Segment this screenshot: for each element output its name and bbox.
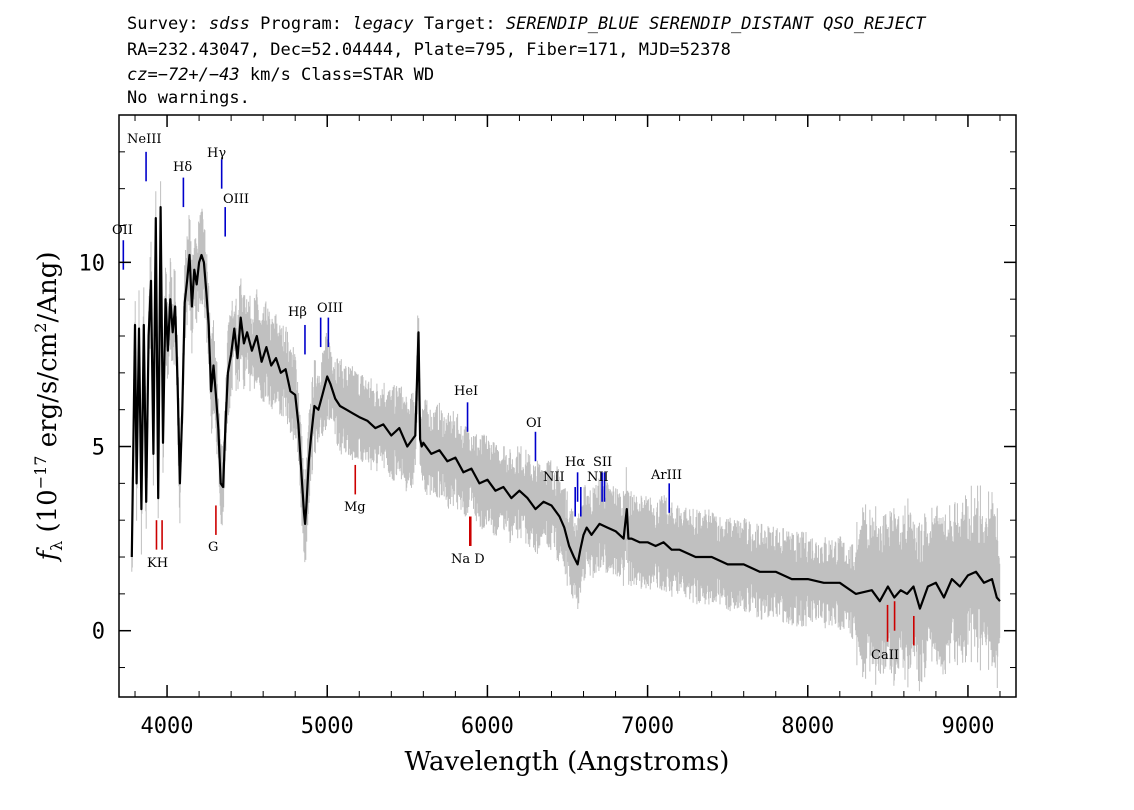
cz-unit-class: km/s Class=STAR WD	[249, 65, 435, 85]
y-axis-label-close: /Ang)	[33, 251, 63, 322]
label-nii-right: NII	[587, 470, 609, 485]
label-g: G	[208, 540, 218, 555]
y-axis-label-open: (10	[33, 489, 63, 541]
survey-value: sdss	[208, 14, 250, 34]
flux-error-strokes	[131, 181, 1001, 692]
label-hdelta: Hδ	[173, 160, 192, 175]
label-hei: HeI	[454, 384, 478, 399]
label-sii: SII	[593, 455, 612, 470]
y-tick-label: 0	[92, 620, 105, 645]
y-axis-label-mid: erg/s/cm	[33, 333, 63, 456]
cz-label: cz=	[127, 65, 158, 85]
y-axis-label: fλ (10−17 erg/s/cm2/Ang)	[31, 251, 66, 562]
label-na-d: Na D	[451, 552, 485, 567]
smoothed-flux-line	[130, 206, 1001, 610]
cz-value: −72+/−43	[157, 65, 240, 85]
y-tick-label: 10	[79, 251, 106, 276]
axis-ticks	[119, 115, 1016, 697]
label-oiii-5007: OIII	[317, 301, 343, 316]
label-ariii: ArIII	[650, 468, 682, 483]
label-kh: KH	[147, 556, 168, 571]
program-label: Program:	[260, 14, 342, 34]
axis-tick-labels: 4000 5000 6000 7000 8000 9000 0 5 10	[79, 251, 995, 739]
target-label: Target:	[423, 14, 496, 34]
y-tick-label: 5	[92, 436, 105, 461]
label-hgamma: Hγ	[207, 146, 226, 161]
x-tick-label: 9000	[941, 714, 994, 739]
x-tick-label: 8000	[781, 714, 834, 739]
x-tick-label: 7000	[621, 714, 674, 739]
line-markers	[122, 151, 915, 646]
y-axis-label-exp: −17	[31, 456, 50, 490]
x-axis-label: Wavelength (Angstroms)	[405, 747, 730, 777]
program-value: legacy	[352, 14, 414, 34]
header-line-2: RA=232.43047, Dec=52.04444, Plate=795, F…	[127, 40, 731, 60]
x-tick-label: 5000	[301, 714, 354, 739]
x-tick-label: 4000	[141, 714, 194, 739]
x-tick-label: 6000	[461, 714, 514, 739]
y-axis-label-exp2: 2	[31, 323, 50, 333]
header-line-3: cz=−72+/−43 km/s Class=STAR WD	[127, 65, 434, 85]
label-neiii: NeIII	[127, 132, 161, 147]
label-oii: OII	[112, 223, 133, 238]
header-line-1: Survey: sdss Program: legacy Target: SER…	[127, 14, 925, 34]
survey-label: Survey:	[127, 14, 199, 34]
label-mg: Mg	[344, 500, 366, 515]
header-line-4: No warnings.	[127, 88, 250, 108]
label-caii: CaII	[871, 648, 899, 663]
label-hbeta: Hβ	[288, 305, 307, 320]
line-labels: NeIII OII Hδ Hγ OIII Hβ OIII HeI OI NII …	[112, 132, 899, 663]
y-axis-label-sub: λ	[47, 541, 66, 551]
label-oiii-4363: OIII	[223, 192, 249, 207]
flux-error-band	[131, 181, 1001, 692]
label-halpha: Hα	[565, 455, 585, 470]
plot-frame	[118, 114, 1017, 698]
target-value: SERENDIP_BLUE SERENDIP_DISTANT QSO_REJEC…	[505, 14, 926, 34]
label-oi: OI	[526, 416, 542, 431]
label-nii-left: NII	[543, 470, 565, 485]
